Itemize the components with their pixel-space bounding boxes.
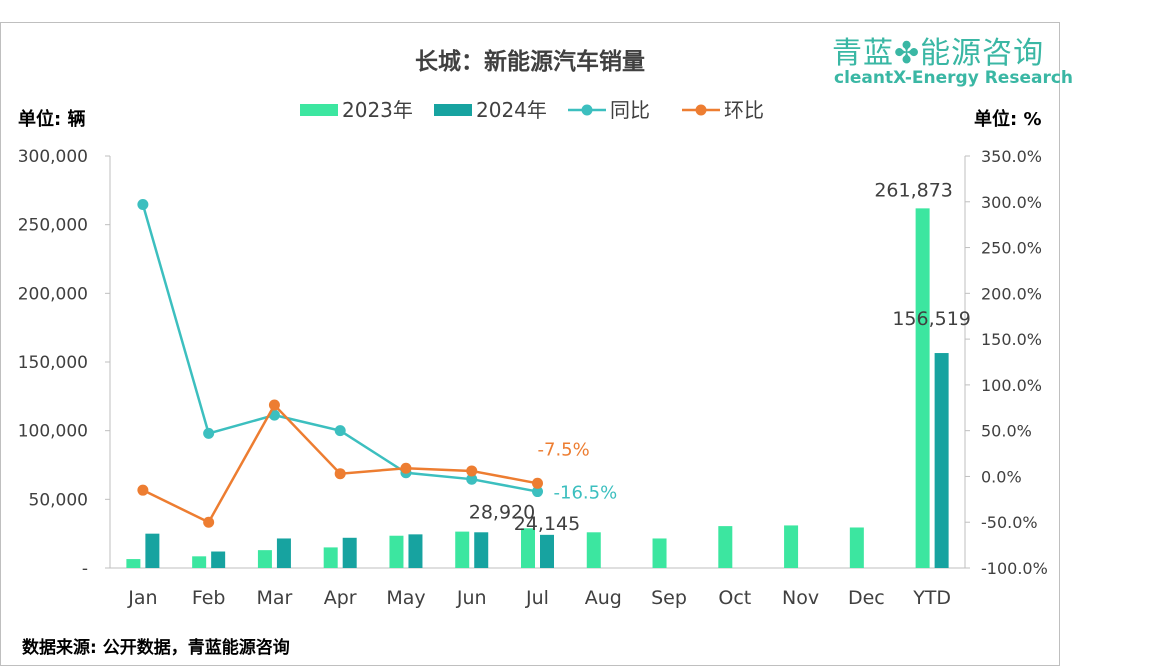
bar-2024 (211, 551, 226, 568)
x-tick-label: Aug (585, 587, 622, 609)
data-label: 28,920 (469, 501, 535, 523)
data-label: -7.5% (538, 439, 590, 460)
right-tick-label: 0.0% (981, 467, 1022, 486)
bar-2023 (323, 547, 338, 568)
left-tick-label: 100,000 (18, 422, 88, 442)
data-label: -16.5% (554, 483, 618, 504)
bar-2023 (784, 525, 799, 568)
chart-title: 长城：新能源汽车销量 (415, 49, 645, 75)
point-mom (203, 516, 215, 528)
bar-2023 (915, 208, 930, 568)
legend-label: 2024年 (476, 98, 547, 122)
x-tick-label: Apr (324, 587, 357, 609)
bar-2023 (586, 532, 601, 568)
data-label: 24,145 (514, 513, 580, 535)
point-yoy (203, 427, 215, 439)
left-tick-label: - (82, 559, 88, 579)
right-tick-label: 250.0% (981, 239, 1042, 258)
legend-label: 环比 (724, 98, 764, 122)
bar-2024 (934, 353, 949, 568)
right-tick-label: 350.0% (981, 147, 1042, 166)
point-yoy (466, 473, 478, 485)
data-label: 261,873 (874, 179, 953, 201)
x-tick-label: Jan (127, 587, 157, 609)
legend-swatch (434, 104, 472, 116)
left-axis-unit: 单位: 辆 (18, 109, 86, 130)
right-tick-label: -100.0% (981, 559, 1048, 578)
right-tick-label: 100.0% (981, 376, 1042, 395)
left-tick-label: 250,000 (18, 216, 88, 236)
right-tick-label: -50.0% (981, 513, 1038, 532)
point-yoy (532, 486, 543, 498)
bar-2023 (652, 538, 667, 568)
left-tick-label: 150,000 (18, 353, 88, 373)
bar-2024 (276, 538, 291, 568)
point-mom (334, 468, 346, 480)
line-yoy (141, 204, 538, 493)
right-axis-unit: 单位: % (974, 109, 1042, 130)
bar-2024 (408, 534, 423, 568)
bar-2023 (126, 559, 141, 568)
x-tick-label: Nov (782, 587, 819, 609)
logo-text-b: 能源咨询 (920, 36, 1045, 71)
point-mom (268, 399, 280, 411)
data-source: 数据来源: 公开数据，青蓝能源咨询 (22, 638, 290, 658)
point-mom (532, 477, 543, 489)
logo-subtitle: cleantX-Energy Research (834, 68, 1074, 88)
bar-2023 (389, 535, 404, 568)
bar-2023 (455, 531, 470, 568)
bar-2024 (540, 534, 554, 568)
legend-label: 2023年 (342, 98, 413, 122)
right-tick-label: 50.0% (981, 422, 1032, 441)
x-tick-label: YTD (912, 587, 951, 609)
left-tick-label: 300,000 (18, 147, 88, 167)
x-tick-label: Jun (456, 587, 487, 609)
point-mom (466, 465, 478, 477)
legend-swatch (300, 104, 338, 116)
logo-text-a: 青蓝 (832, 36, 894, 71)
data-label: 156,519 (892, 308, 971, 330)
legend-label: 同比 (610, 98, 650, 122)
point-yoy (137, 199, 149, 211)
x-tick-label: Oct (718, 587, 751, 609)
bar-2023 (718, 526, 733, 568)
bar-2024 (474, 532, 489, 568)
point-yoy (334, 425, 346, 437)
x-tick-label: Sep (651, 587, 687, 609)
bar-2023 (849, 527, 864, 568)
x-tick-label: Dec (848, 587, 885, 609)
bar-2024 (342, 537, 357, 568)
clover-icon: ✤ (894, 36, 921, 71)
left-tick-label: 50,000 (29, 490, 88, 510)
right-tick-label: 300.0% (981, 193, 1042, 212)
legend-swatch-marker (581, 104, 593, 116)
left-tick-label: 200,000 (18, 284, 88, 304)
bar-2024 (145, 533, 160, 568)
logo-brand: 青蓝✤能源咨询 (832, 28, 1044, 72)
legend-swatch-marker (695, 104, 707, 116)
bar-2023 (192, 556, 207, 568)
x-tick-label: Mar (256, 587, 292, 609)
right-tick-label: 150.0% (981, 330, 1042, 349)
point-mom (400, 462, 412, 474)
x-tick-label: Jul (525, 587, 549, 609)
bar-2023 (521, 528, 535, 568)
x-tick-label: Feb (192, 587, 226, 609)
bar-2023 (257, 550, 272, 568)
point-mom (137, 484, 149, 496)
right-tick-label: 200.0% (981, 284, 1042, 303)
x-tick-label: May (386, 587, 425, 609)
